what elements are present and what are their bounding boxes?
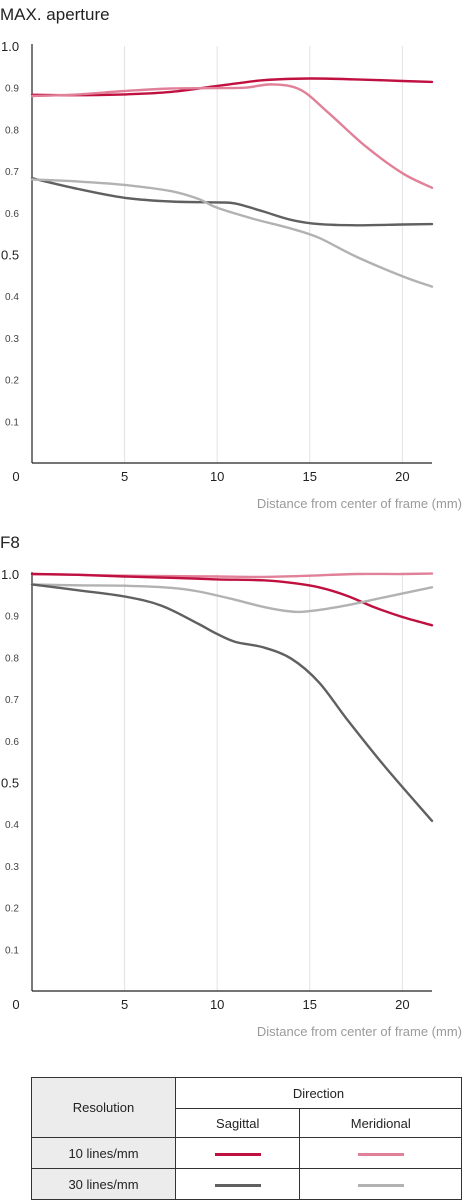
legend-swatch-cell: [299, 1137, 462, 1169]
chart2-x-tick-label-2: 10: [210, 997, 224, 1012]
plot-area: 1.0 0.9 0.8 0.7 0.6 0.5 0.4 0.3 0.2 0.1 0 5 10 15 20 Di…: [1, 567, 462, 1039]
chart1-x-tick-label-1: 5: [121, 469, 128, 484]
resolution-header: Resolution: [31, 1077, 176, 1138]
chart1-series-s30-line: [30, 177, 434, 227]
chart1-y-tick-label-0: 1.0: [1, 39, 19, 54]
legend-swatch-cell: [174, 1168, 301, 1200]
chart1-y-tick-label-5: 0.5: [1, 248, 19, 263]
chart2-series-m30-line: [30, 583, 434, 614]
chart2-x-tick-label-1: 5: [121, 997, 128, 1012]
legend-row-label: 10 lines/mm: [31, 1137, 176, 1169]
mtf-chart-f8: F8 1.0 0.9 0.8 0.7 0.6 0.5 0.4 0.3 0.2 0.1 0 5 10 15 2…: [0, 528, 462, 1048]
legend-table: Resolution Direction Sagittal Meridional…: [31, 1077, 462, 1200]
chart2-x-tick-label-3: 15: [303, 997, 317, 1012]
chart1-x-tick-label-0: 0: [12, 469, 19, 484]
chart1-series-m30-line: [30, 178, 434, 288]
legend-swatch-cell: [299, 1168, 462, 1200]
chart2-y-tick-label-0: 1.0: [1, 567, 19, 582]
chart2-y-tick-label-1: 0.9: [5, 612, 19, 623]
chart1-x-axis-label: Distance from center of frame (mm): [257, 496, 462, 511]
plot-area: 1.0 0.9 0.8 0.7 0.6 0.5 0.4 0.3 0.2 0.1 0 5 10 15 20 Di…: [1, 39, 462, 511]
sagittal-10-swatch: [214, 1152, 261, 1156]
legend-row-10: 10 lines/mm: [31, 1137, 462, 1169]
chart2-series-s30-line: [30, 583, 434, 823]
chart1-y-tick-label-7: 0.3: [5, 334, 19, 345]
meridional-10-swatch: [357, 1152, 404, 1156]
chart1-y-tick-label-9: 0.1: [5, 417, 19, 428]
legend-swatch-cell: [174, 1137, 301, 1169]
chart2-x-tick-label-0: 0: [12, 997, 19, 1012]
chart2-x-axis-label: Distance from center of frame (mm): [257, 1024, 462, 1039]
chart2-y-tick-label-5: 0.5: [1, 776, 19, 791]
chart1-x-tick-label-4: 20: [395, 469, 409, 484]
chart1-y-tick-label-3: 0.7: [5, 167, 19, 178]
chart1-series-s10-line: [30, 77, 434, 97]
meridional-header: Meridional: [299, 1108, 462, 1138]
chart1-y-tick-label-6: 0.4: [5, 292, 19, 303]
legend-row-30: 30 lines/mm: [31, 1168, 462, 1200]
chart2-y-tick-label-6: 0.4: [5, 820, 19, 831]
chart-title: F8: [0, 533, 20, 552]
sagittal-30-swatch: [214, 1183, 261, 1187]
chart2-series-s10-line: [30, 572, 434, 627]
chart1-series-m10-line: [30, 83, 434, 189]
meridional-30-swatch: [357, 1183, 404, 1187]
chart2-y-tick-label-7: 0.3: [5, 862, 19, 873]
chart2-y-tick-label-9: 0.1: [5, 945, 19, 956]
mtf-chart-max-aperture: MAX. aperture 1.0 0.9 0.8 0.7 0.6 0.5 0.4 0.3 0.…: [0, 0, 462, 520]
chart1-y-tick-label-2: 0.8: [5, 125, 19, 136]
direction-header: Direction: [175, 1077, 462, 1109]
chart2-x-tick-label-4: 20: [395, 997, 409, 1012]
chart-title: MAX. aperture: [0, 5, 110, 24]
chart1-x-tick-label-3: 15: [303, 469, 317, 484]
chart2-y-tick-label-3: 0.7: [5, 695, 19, 706]
chart2-y-tick-label-4: 0.6: [5, 737, 19, 748]
chart1-y-tick-label-8: 0.2: [5, 376, 19, 387]
chart1-y-tick-label-1: 0.9: [5, 84, 19, 95]
chart2-y-tick-label-2: 0.8: [5, 653, 19, 664]
chart1-y-tick-label-4: 0.6: [5, 209, 19, 220]
chart1-x-tick-label-2: 10: [210, 469, 224, 484]
sagittal-header: Sagittal: [174, 1108, 301, 1138]
legend-row-label: 30 lines/mm: [31, 1168, 176, 1200]
chart2-y-tick-label-8: 0.2: [5, 904, 19, 915]
